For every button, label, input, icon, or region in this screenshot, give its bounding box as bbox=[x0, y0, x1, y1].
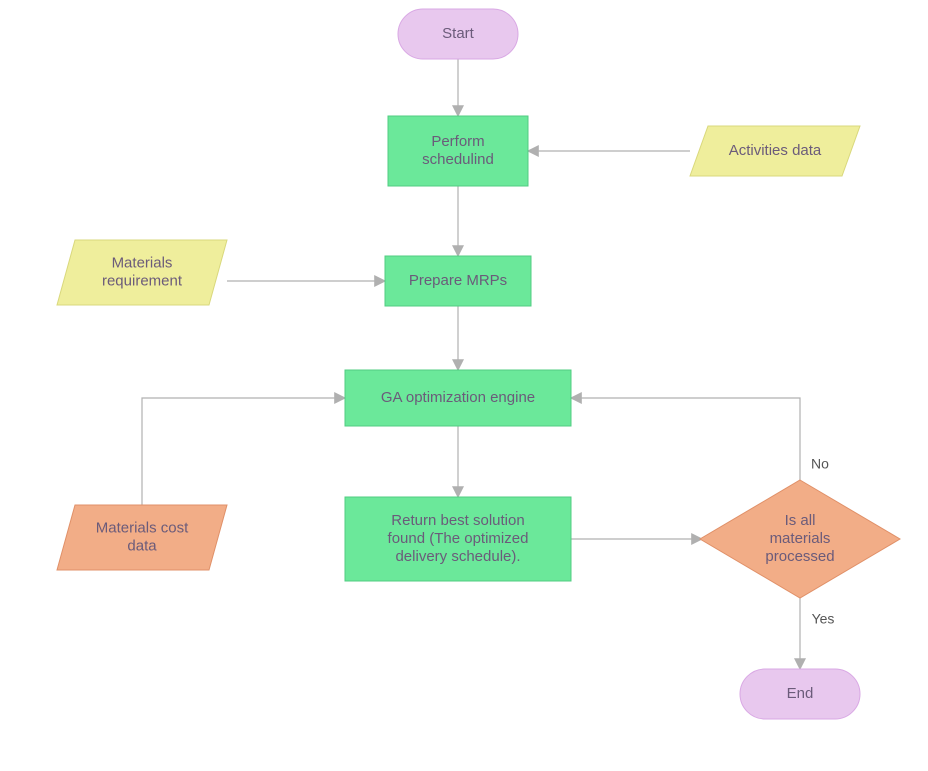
node-start: Start bbox=[398, 9, 518, 59]
node-label: GA optimization engine bbox=[381, 389, 535, 406]
edge-label-decision-end-yes: Yes bbox=[812, 611, 835, 627]
node-label: End bbox=[787, 685, 814, 702]
node-ga: GA optimization engine bbox=[345, 370, 571, 426]
node-label: Start bbox=[442, 25, 475, 42]
node-perform: Performschedulind bbox=[388, 116, 528, 186]
node-end: End bbox=[740, 669, 860, 719]
node-activities: Activities data bbox=[690, 126, 860, 176]
node-return: Return best solutionfound (The optimized… bbox=[345, 497, 571, 581]
node-label: Return best solutionfound (The optimized… bbox=[388, 512, 529, 565]
nodes-layer: Start Performschedulind Activities data Pre… bbox=[57, 9, 900, 719]
node-matreq: Materialsrequirement bbox=[57, 240, 227, 305]
flowchart-canvas: No Yes Start Performschedulind Activities da… bbox=[0, 0, 928, 771]
node-matcost: Materials costdata bbox=[57, 505, 227, 570]
edge-matcost-ga bbox=[142, 398, 345, 505]
node-label: Prepare MRPs bbox=[409, 272, 507, 289]
node-label: Materialsrequirement bbox=[102, 254, 183, 289]
node-prepare: Prepare MRPs bbox=[385, 256, 531, 306]
edge-decision-ga-no bbox=[571, 398, 800, 480]
node-label: Activities data bbox=[729, 142, 822, 159]
node-label: Performschedulind bbox=[422, 133, 494, 168]
node-decision: Is allmaterialsprocessed bbox=[700, 480, 900, 598]
edge-label-decision-ga-no: No bbox=[811, 456, 829, 472]
